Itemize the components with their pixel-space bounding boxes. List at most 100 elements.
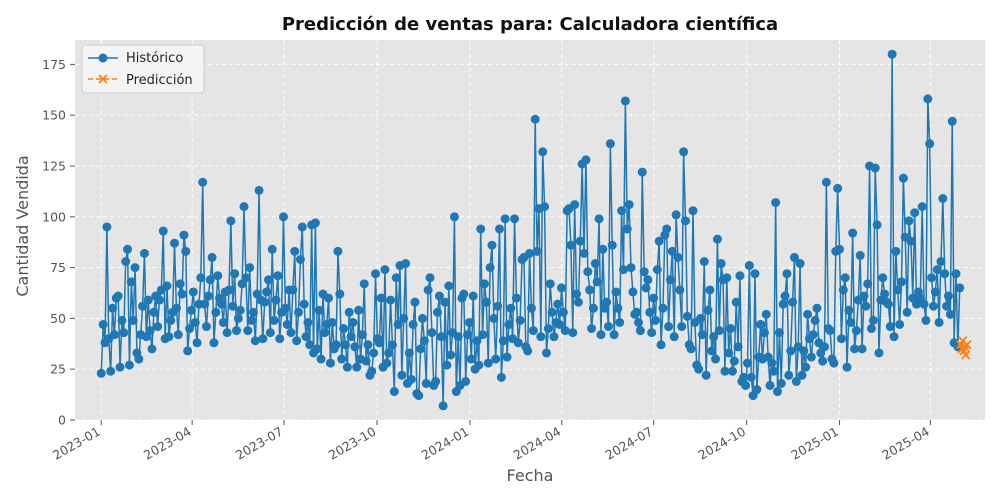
historico-point xyxy=(324,293,334,303)
historico-point xyxy=(258,334,268,344)
historico-point xyxy=(679,147,689,157)
historico-point xyxy=(825,326,835,336)
historico-point xyxy=(727,366,737,376)
historico-point xyxy=(664,322,674,332)
historico-point xyxy=(739,372,749,382)
historico-point xyxy=(419,336,429,346)
historico-point xyxy=(280,303,290,313)
historico-point xyxy=(386,295,396,305)
historico-point xyxy=(927,273,937,283)
historico-point xyxy=(778,299,788,309)
historico-point xyxy=(680,216,690,226)
y-tick-label: 100 xyxy=(42,209,66,224)
historico-point xyxy=(538,147,548,157)
historico-point xyxy=(797,370,807,380)
historico-point xyxy=(936,257,946,266)
historico-point xyxy=(947,116,957,126)
historico-point xyxy=(342,362,352,372)
historico-point xyxy=(459,289,469,299)
historico-point xyxy=(662,224,672,234)
historico-point xyxy=(138,301,148,311)
historico-point xyxy=(887,49,897,59)
historico-point xyxy=(697,330,707,340)
historico-point xyxy=(337,354,347,364)
historico-point xyxy=(579,248,589,258)
historico-point xyxy=(645,307,655,317)
historico-point xyxy=(682,311,692,321)
historico-point xyxy=(611,287,621,297)
historico-point xyxy=(803,309,813,319)
prediccion-point xyxy=(961,350,971,360)
historico-point xyxy=(461,376,471,386)
historico-point xyxy=(932,265,942,275)
historico-point xyxy=(491,354,501,364)
historico-point xyxy=(433,307,443,317)
x-axis-label: Fecha xyxy=(507,466,554,485)
historico-point xyxy=(495,224,505,234)
historico-point xyxy=(126,277,136,287)
historico-point xyxy=(639,267,649,277)
historico-point xyxy=(179,230,189,240)
historico-point xyxy=(885,322,895,332)
historico-point xyxy=(720,366,730,376)
historico-point xyxy=(769,366,779,376)
historico-point xyxy=(513,338,523,348)
historico-point xyxy=(410,297,420,307)
historico-point xyxy=(878,273,888,283)
historico-point xyxy=(198,177,208,187)
historico-point xyxy=(588,303,598,313)
historico-point xyxy=(618,265,628,275)
historico-point xyxy=(536,332,546,342)
historico-point xyxy=(453,332,463,342)
historico-point xyxy=(756,319,766,329)
legend-label-prediccion: Predicción xyxy=(126,73,193,88)
historico-point xyxy=(371,269,381,279)
historico-point xyxy=(714,326,724,336)
historico-point xyxy=(904,216,914,226)
historico-point xyxy=(440,297,450,307)
historico-point xyxy=(566,240,576,250)
historico-point xyxy=(891,246,901,256)
historico-point xyxy=(185,324,195,334)
historico-point xyxy=(545,279,555,289)
historico-point xyxy=(224,285,234,295)
historico-point xyxy=(541,348,551,358)
historico-point xyxy=(170,238,180,248)
historico-point xyxy=(780,291,790,301)
historico-point xyxy=(603,322,613,332)
historico-point xyxy=(154,295,164,305)
historico-point xyxy=(759,328,769,338)
historico-point xyxy=(851,326,861,336)
historico-point xyxy=(752,385,762,395)
historico-point xyxy=(288,285,298,295)
historico-point xyxy=(121,257,131,266)
historico-point xyxy=(848,228,858,238)
historico-point xyxy=(677,322,687,332)
historico-point xyxy=(357,330,367,340)
historico-point xyxy=(479,279,489,289)
historico-point xyxy=(162,281,172,291)
historico-point xyxy=(245,263,255,273)
legend-label-historico: Histórico xyxy=(126,51,183,66)
historico-point xyxy=(801,362,811,372)
historico-point xyxy=(384,348,394,358)
historico-point xyxy=(902,307,912,317)
historico-point xyxy=(113,291,123,301)
historico-point xyxy=(575,236,585,246)
historico-point xyxy=(855,250,865,260)
historico-point xyxy=(143,295,153,305)
prediccion-point xyxy=(962,340,972,350)
historico-point xyxy=(870,163,880,173)
historico-point xyxy=(594,214,604,224)
historico-point xyxy=(934,317,944,327)
historico-point xyxy=(622,224,632,234)
legend-marks xyxy=(88,53,118,84)
historico-point xyxy=(607,240,617,250)
historico-point xyxy=(808,330,818,340)
historico-point xyxy=(387,340,397,350)
historico-point xyxy=(722,273,732,283)
historico-point xyxy=(553,299,563,309)
historico-point xyxy=(955,283,965,293)
historico-point xyxy=(637,167,647,177)
historico-point xyxy=(489,313,499,323)
